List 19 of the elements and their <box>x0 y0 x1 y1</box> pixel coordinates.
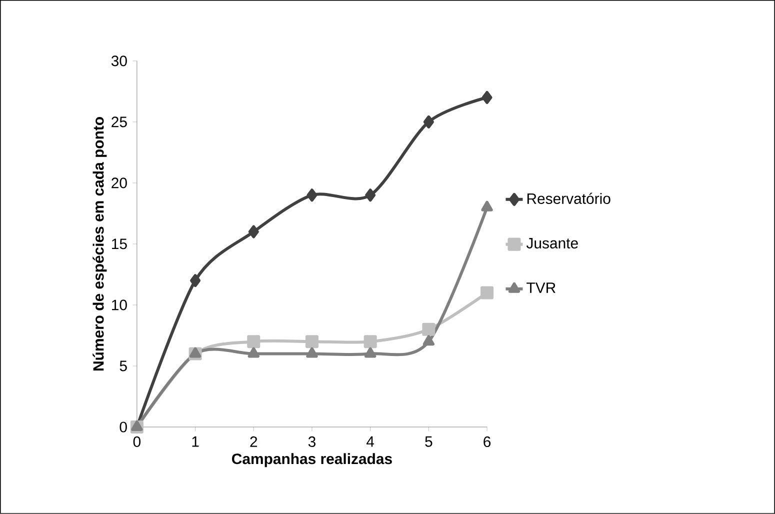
x-axis-title: Campanhas realizadas <box>232 453 392 468</box>
x-tick-label: 2 <box>250 436 258 447</box>
y-axis-title: Número de espécies em cada ponto <box>92 117 107 370</box>
y-tick-label: 10 <box>112 300 127 310</box>
x-tick-label: 6 <box>484 436 491 448</box>
y-tick-label: 0 <box>120 422 127 432</box>
x-tick-label: 3 <box>308 436 316 448</box>
y-tick-label: 20 <box>112 178 127 188</box>
legend-label: Reservatório <box>527 192 610 204</box>
legend-label: Jusante <box>526 238 578 249</box>
legend-label: TVR <box>526 282 556 293</box>
y-tick-label: 30 <box>111 56 127 66</box>
x-tick-label: 5 <box>425 436 432 447</box>
x-tick-label: 1 <box>192 436 199 447</box>
y-tick-label: 25 <box>112 116 127 128</box>
y-tick-label: 5 <box>120 360 127 372</box>
x-tick-label: 0 <box>133 436 141 448</box>
x-tick-label: 4 <box>366 436 374 447</box>
y-tick-label: 15 <box>112 238 127 250</box>
